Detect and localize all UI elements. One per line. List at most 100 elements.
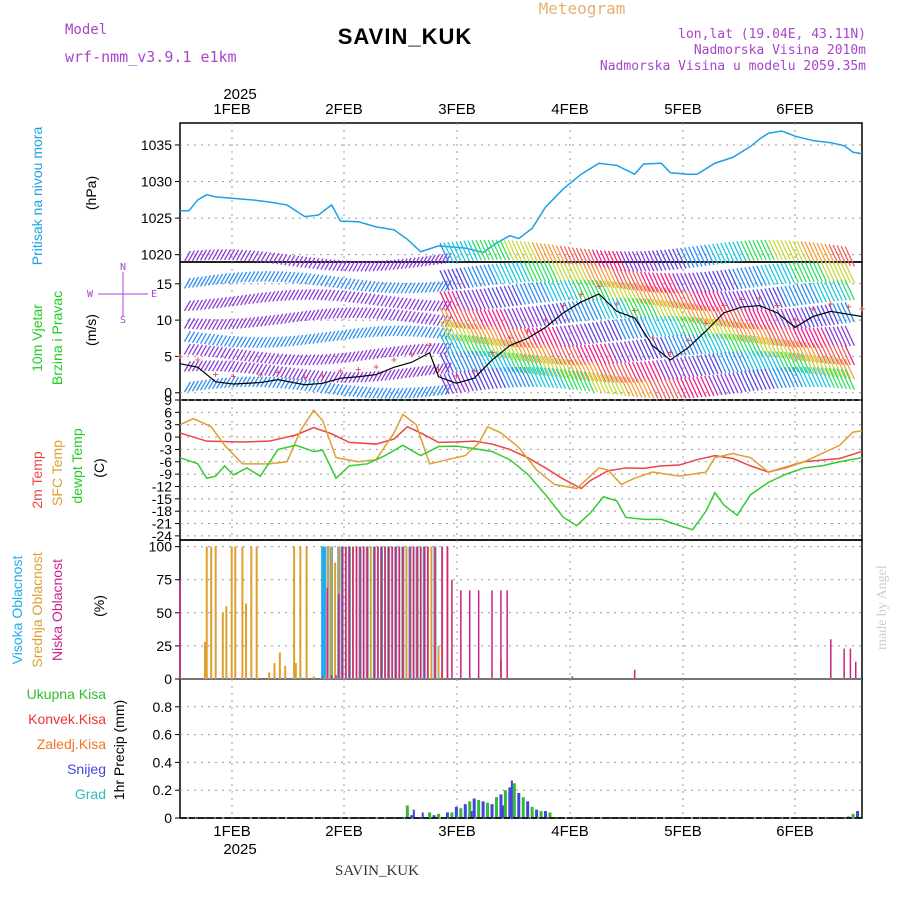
precip-unit: 1hr Precip (mm) (111, 700, 127, 800)
wind-barb-464 (416, 386, 424, 398)
wind-barb-151 (256, 251, 264, 263)
wind-barb-1315 (832, 326, 843, 348)
wind-barb-189 (276, 290, 284, 302)
wind-barb-1265 (808, 354, 819, 375)
wind-barb-294 (328, 276, 336, 288)
wind-barb-599 (471, 240, 482, 261)
wind-barb-695 (519, 240, 531, 262)
wind-barb-836 (591, 298, 603, 320)
wind-barb-575 (459, 240, 470, 262)
x-tick-bottom-1: 2FEB (325, 823, 363, 840)
panel-3-ylabel-0: 0 (164, 671, 172, 687)
wind-barb-20 (191, 318, 200, 330)
precip-bar-20 (503, 790, 507, 818)
wind-barb-661 (503, 285, 515, 307)
wind-barb-900 (623, 297, 635, 319)
wind-barb-780 (563, 302, 575, 323)
wind-barb-245 (304, 289, 312, 301)
wind-barb-603 (475, 324, 486, 345)
wind-barb-423 (392, 259, 400, 271)
wind-barb-953 (651, 360, 663, 382)
wind-barb-379 (372, 326, 380, 338)
wind-barb-30 (195, 276, 204, 288)
wind-barb-1067 (708, 318, 719, 339)
wind-barb-278 (320, 275, 328, 287)
wind-barb-856 (603, 374, 615, 395)
wind-barb-807 (575, 247, 587, 269)
wind-barb-947 (647, 316, 659, 337)
wind-barb-392 (380, 387, 388, 399)
wind-barb-991 (668, 249, 679, 270)
precip-bar-15 (481, 801, 485, 818)
x-tick-top-2: 3FEB (438, 101, 476, 118)
wind-barb-55 (207, 249, 216, 261)
wind-barb-375 (368, 260, 376, 272)
wind-barb-731 (539, 327, 551, 348)
legend-hail: Grad (75, 786, 106, 802)
wind-barb-889 (619, 362, 631, 383)
pressure-line (180, 130, 863, 254)
wind-barb-764 (555, 303, 567, 324)
wind-barb-525 (444, 300, 452, 312)
wind-barb-1091 (720, 319, 731, 341)
wind-barb-909 (627, 282, 639, 304)
wind-barb-269 (316, 289, 324, 301)
wind-barb-680 (515, 366, 527, 388)
wind-barb-448 (408, 387, 416, 399)
wind-barb-1068 (708, 305, 719, 327)
wind-barb-1254 (800, 261, 811, 283)
wind-barb-1158 (752, 265, 763, 287)
wind-barb-209 (288, 367, 296, 379)
wind-barb-1137 (744, 350, 755, 372)
wind-barb-1132 (740, 308, 751, 330)
wind-barb-187 (276, 336, 284, 348)
wind-barb-664 (507, 366, 519, 388)
wind-barb-557 (451, 290, 462, 312)
precip-snow-bar-2 (470, 811, 473, 818)
wind-barb-642 (495, 338, 506, 359)
wind-barb-776 (563, 369, 575, 390)
wind-barb-262 (312, 274, 320, 286)
wind-barb-1088 (720, 373, 731, 395)
x-tick-top-3: 4FEB (551, 101, 589, 118)
panel-1-ylabel-2: 10 (156, 312, 172, 328)
wind-barb-361 (364, 371, 372, 383)
wind-barb-192 (280, 377, 288, 389)
wind-barb-150 (256, 270, 264, 282)
wind-barb-1031 (688, 246, 699, 268)
panel-4-ylabel-1: 0.2 (153, 782, 173, 798)
compass-south: S (120, 315, 126, 326)
wind-barb-119 (240, 249, 248, 261)
wind-barb-338 (352, 350, 360, 362)
wind-barb-425 (396, 368, 404, 380)
wind-barb-206 (284, 271, 292, 283)
wind-barb-1232 (792, 366, 803, 388)
wind-barb-1056 (704, 375, 715, 397)
wind-gust-mark-2: + (213, 369, 219, 380)
wind-barb-286 (324, 275, 332, 287)
wind-barb-1218 (784, 339, 795, 361)
wind-barb-964 (655, 299, 667, 320)
wind-barb-1286 (816, 261, 827, 282)
wind-barb-233 (300, 369, 308, 381)
wind-barb-205 (284, 289, 292, 301)
wind-barb-989 (668, 287, 679, 309)
wind-barb-1249 (800, 353, 811, 374)
wind-barb-591 (467, 240, 478, 261)
wind-barb-586 (467, 335, 478, 356)
wind-barb-203 (284, 335, 292, 347)
wind-barb-485 (424, 299, 432, 312)
wind-barb-118 (240, 271, 248, 283)
wind-barb-898 (623, 341, 635, 362)
precip-bar-29 (544, 811, 548, 818)
panel-frame-0 (179, 122, 863, 263)
wind-barb-987 (668, 315, 679, 337)
wind-barb-1011 (680, 316, 691, 337)
wind-barb-1264 (808, 366, 819, 388)
wind-barb-1181 (764, 288, 775, 309)
wind-barb-1023 (684, 247, 695, 268)
wind-barb-370 (368, 348, 376, 360)
wind-gust-mark-11: + (391, 355, 397, 366)
wind-barb-553 (451, 351, 462, 373)
wind-barb-1017 (684, 356, 695, 378)
